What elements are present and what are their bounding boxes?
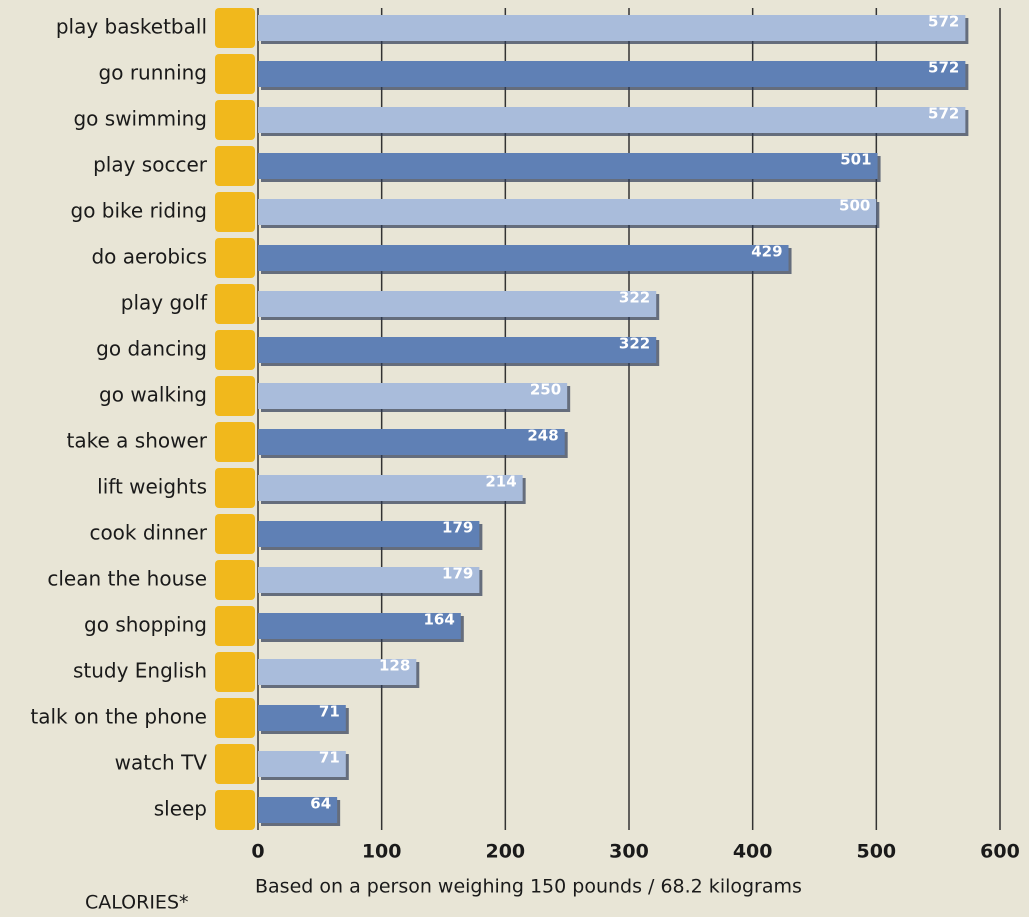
value-label: 322	[619, 335, 650, 353]
icon	[215, 744, 255, 784]
category-label: go walking	[99, 383, 207, 407]
category-label: play golf	[121, 291, 208, 315]
value-label: 500	[839, 197, 870, 215]
icon	[215, 54, 255, 94]
icon	[215, 8, 255, 48]
category-label: go bike riding	[71, 199, 207, 223]
value-label: 572	[928, 105, 959, 123]
category-label: go dancing	[96, 337, 207, 361]
category-label: do aerobics	[91, 245, 207, 269]
x-tick-label: 300	[609, 841, 649, 863]
bar	[258, 383, 567, 409]
bar	[258, 199, 876, 225]
category-label: clean the house	[47, 567, 207, 591]
category-label: go shopping	[84, 613, 207, 637]
value-label: 572	[928, 13, 959, 31]
bar	[258, 153, 878, 179]
value-label: 248	[527, 427, 558, 445]
value-label: 572	[928, 59, 959, 77]
x-tick-label: 100	[362, 841, 402, 863]
x-tick-label: 500	[856, 841, 896, 863]
category-label: go running	[99, 61, 207, 85]
icon	[215, 514, 255, 554]
category-label: play basketball	[56, 15, 207, 39]
icon	[215, 100, 255, 140]
bar	[258, 107, 965, 133]
value-label: 164	[424, 611, 455, 629]
bar	[258, 61, 965, 87]
bar	[258, 245, 789, 271]
x-tick-label: 0	[251, 841, 264, 863]
value-label: 64	[310, 795, 331, 813]
icon	[215, 606, 255, 646]
value-label: 71	[319, 749, 340, 767]
icon	[215, 422, 255, 462]
value-label: 429	[751, 243, 782, 261]
icon	[215, 468, 255, 508]
category-label: study English	[73, 659, 207, 683]
icon	[215, 376, 255, 416]
category-label: go swimming	[73, 107, 207, 131]
icon	[215, 192, 255, 232]
category-label: lift weights	[97, 475, 207, 499]
footnote: Based on a person weighing 150 pounds / …	[255, 876, 802, 898]
category-label: play soccer	[93, 153, 208, 177]
icon	[215, 652, 255, 692]
icon	[215, 698, 255, 738]
icon	[215, 330, 255, 370]
icon	[215, 560, 255, 600]
value-label: 179	[442, 565, 473, 583]
category-label: watch TV	[115, 751, 208, 775]
icon	[215, 790, 255, 830]
value-label: 71	[319, 703, 340, 721]
background	[0, 0, 1029, 917]
chart: CALORIES* Based on a person weighing 150…	[0, 0, 1029, 917]
bar	[258, 475, 523, 501]
icon	[215, 146, 255, 186]
value-label: 214	[485, 473, 516, 491]
x-tick-label: 600	[980, 841, 1020, 863]
value-label: 501	[840, 151, 871, 169]
bar	[258, 337, 656, 363]
x-tick-label: 400	[733, 841, 773, 863]
icon	[215, 284, 255, 324]
category-label: take a shower	[67, 429, 208, 453]
value-label: 128	[379, 657, 410, 675]
icon	[215, 238, 255, 278]
x-tick-label: 200	[485, 841, 525, 863]
category-label: talk on the phone	[30, 705, 207, 729]
value-label: 250	[530, 381, 561, 399]
x-axis-label: CALORIES*	[85, 892, 189, 914]
value-label: 322	[619, 289, 650, 307]
category-label: cook dinner	[89, 521, 207, 545]
bar	[258, 291, 656, 317]
category-label: sleep	[154, 797, 207, 821]
bar	[258, 15, 965, 41]
bar	[258, 429, 565, 455]
value-label: 179	[442, 519, 473, 537]
